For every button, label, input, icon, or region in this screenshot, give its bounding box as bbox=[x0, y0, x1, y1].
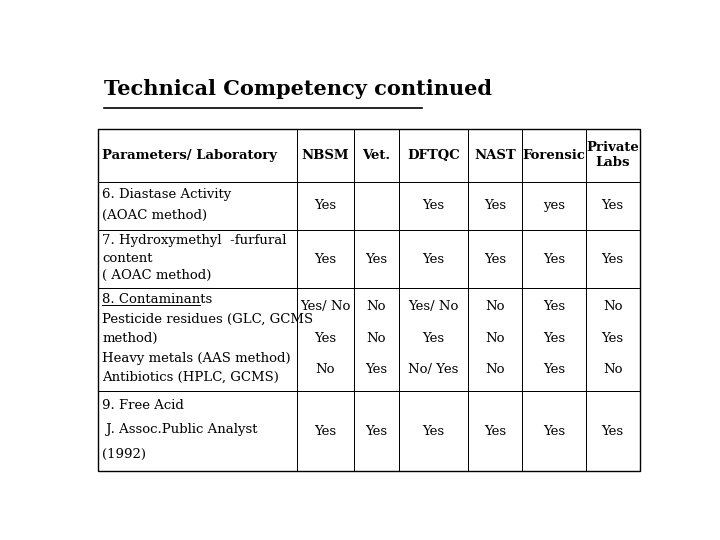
Text: Yes: Yes bbox=[543, 253, 565, 266]
Text: Yes: Yes bbox=[543, 300, 565, 313]
Text: Yes: Yes bbox=[485, 199, 506, 212]
Text: method): method) bbox=[102, 332, 158, 345]
Text: Pesticide residues (GLC, GCMS: Pesticide residues (GLC, GCMS bbox=[102, 313, 313, 326]
Text: Yes: Yes bbox=[543, 332, 565, 345]
Text: Yes: Yes bbox=[485, 424, 506, 438]
Text: Yes: Yes bbox=[601, 253, 624, 266]
Text: Yes: Yes bbox=[423, 332, 445, 345]
Text: Yes: Yes bbox=[601, 332, 624, 345]
Text: 8. Contaminants: 8. Contaminants bbox=[102, 293, 212, 306]
Text: No: No bbox=[603, 300, 622, 313]
Text: 7. Hydroxymethyl  -furfural: 7. Hydroxymethyl -furfural bbox=[102, 234, 287, 247]
Text: No: No bbox=[603, 363, 622, 376]
Text: No: No bbox=[366, 300, 386, 313]
Text: Antibiotics (HPLC, GCMS): Antibiotics (HPLC, GCMS) bbox=[102, 371, 279, 384]
Text: content: content bbox=[102, 252, 153, 265]
Text: J. Assoc.Public Analyst: J. Assoc.Public Analyst bbox=[102, 423, 258, 436]
Text: 9. Free Acid: 9. Free Acid bbox=[102, 399, 184, 412]
Text: Technical Competency continued: Technical Competency continued bbox=[104, 79, 492, 99]
Text: Yes: Yes bbox=[366, 363, 387, 376]
Text: Yes/ No: Yes/ No bbox=[408, 300, 459, 313]
Text: No: No bbox=[366, 332, 386, 345]
Text: ( AOAC method): ( AOAC method) bbox=[102, 269, 212, 282]
Text: No: No bbox=[485, 300, 505, 313]
Text: Yes: Yes bbox=[601, 199, 624, 212]
Text: Yes: Yes bbox=[315, 199, 336, 212]
Text: Yes: Yes bbox=[315, 253, 336, 266]
Text: No/ Yes: No/ Yes bbox=[408, 363, 459, 376]
Text: Forensic: Forensic bbox=[523, 149, 585, 162]
Text: (1992): (1992) bbox=[102, 448, 146, 461]
Text: Yes: Yes bbox=[315, 332, 336, 345]
Text: Yes/ No: Yes/ No bbox=[300, 300, 351, 313]
Text: Yes: Yes bbox=[423, 253, 445, 266]
Text: Yes: Yes bbox=[543, 424, 565, 438]
Text: DFTQC: DFTQC bbox=[408, 149, 460, 162]
Text: Yes: Yes bbox=[543, 363, 565, 376]
Text: No: No bbox=[315, 363, 335, 376]
Text: Vet.: Vet. bbox=[362, 149, 390, 162]
Text: Yes: Yes bbox=[315, 424, 336, 438]
Text: Yes: Yes bbox=[366, 424, 387, 438]
Text: Parameters/ Laboratory: Parameters/ Laboratory bbox=[102, 149, 277, 162]
Text: 6. Diastase Activity: 6. Diastase Activity bbox=[102, 188, 232, 201]
Text: Heavy metals (AAS method): Heavy metals (AAS method) bbox=[102, 352, 291, 365]
Text: NBSM: NBSM bbox=[302, 149, 349, 162]
Text: Yes: Yes bbox=[366, 253, 387, 266]
Text: (AOAC method): (AOAC method) bbox=[102, 208, 207, 222]
Text: Yes: Yes bbox=[423, 424, 445, 438]
Text: yes: yes bbox=[543, 199, 565, 212]
Text: Private
Labs: Private Labs bbox=[586, 141, 639, 170]
Text: Yes: Yes bbox=[423, 199, 445, 212]
Text: No: No bbox=[485, 363, 505, 376]
Text: No: No bbox=[485, 332, 505, 345]
Text: Yes: Yes bbox=[601, 424, 624, 438]
Text: Yes: Yes bbox=[485, 253, 506, 266]
Text: NAST: NAST bbox=[474, 149, 516, 162]
